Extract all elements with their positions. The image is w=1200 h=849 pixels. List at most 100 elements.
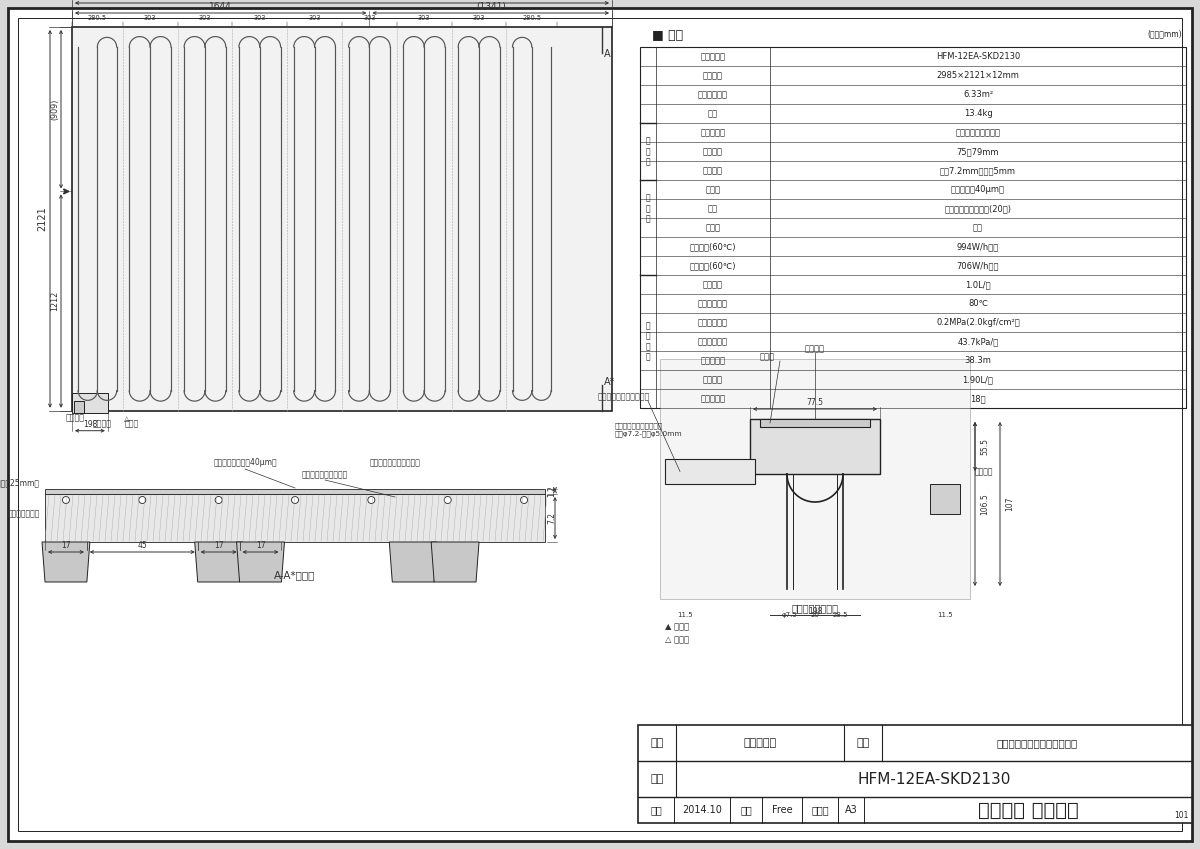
Text: 43.7kPa/枚: 43.7kPa/枚: [958, 337, 998, 346]
Text: 1.0L/分: 1.0L/分: [965, 280, 991, 289]
Text: 外形寸法: 外形寸法: [703, 71, 722, 80]
Bar: [665, 459, 755, 484]
Text: 小小根太: 小小根太: [92, 419, 112, 429]
Text: 77.5: 77.5: [806, 398, 823, 407]
Text: HFM-12EA-SKD2130: HFM-12EA-SKD2130: [857, 772, 1010, 786]
Text: ヘッダー: ヘッダー: [805, 344, 826, 353]
Text: 暖房能力(60℃): 暖房能力(60℃): [690, 261, 737, 270]
Text: 11.5: 11.5: [937, 612, 953, 618]
Text: フォームポリスチレン: フォームポリスチレン: [302, 470, 348, 479]
Text: 最高使用圧力: 最高使用圧力: [698, 318, 728, 327]
Text: ＰＴ相当長: ＰＴ相当長: [701, 356, 726, 365]
Text: バンド: バンド: [760, 352, 775, 361]
Bar: [930, 484, 960, 514]
Text: 106.5: 106.5: [980, 493, 989, 514]
Bar: [46, 489, 545, 494]
Text: 架橋ポリエチレンパイプ
外径φ7.2-内径φ5.0mm: 架橋ポリエチレンパイプ 外径φ7.2-内径φ5.0mm: [616, 423, 683, 437]
Text: 設
計
関
係: 設 計 関 係: [646, 322, 650, 362]
Bar: [638, 725, 1192, 823]
Text: 架橋ポリエチレンパイプ: 架橋ポリエチレンパイプ: [598, 392, 650, 401]
Text: 小小根太: 小小根太: [974, 467, 994, 476]
Bar: [660, 359, 970, 599]
Text: 13.4kg: 13.4kg: [964, 109, 992, 118]
Text: 作成: 作成: [650, 805, 662, 815]
Text: 放
熱
管: 放 熱 管: [646, 137, 650, 166]
Text: 名称: 名称: [650, 738, 664, 748]
Bar: [46, 494, 545, 542]
Text: 有効放熱面積: 有効放熱面積: [698, 90, 728, 99]
Text: 保有水量: 保有水量: [703, 375, 722, 384]
Text: 標準流量抵抗: 標準流量抵抗: [698, 337, 728, 346]
Text: φ7.5: φ7.5: [782, 612, 798, 618]
Text: 11.5: 11.5: [677, 612, 692, 618]
Text: 75～79mm: 75～79mm: [956, 147, 1000, 156]
Text: A: A: [604, 49, 611, 59]
Bar: [74, 401, 84, 413]
Text: ヘッダー: ヘッダー: [66, 413, 85, 423]
Polygon shape: [42, 542, 90, 582]
Text: なし: なし: [973, 223, 983, 232]
Text: ポリスチレン発泡体(20倍): ポリスチレン発泡体(20倍): [944, 204, 1012, 213]
Bar: [72, 393, 108, 413]
Text: 管ピッチ: 管ピッチ: [703, 147, 722, 156]
Text: 28.5: 28.5: [833, 612, 847, 618]
Bar: [750, 419, 880, 474]
Text: 18本: 18本: [970, 394, 986, 403]
Text: 303: 303: [199, 15, 211, 21]
Text: 裏面材: 裏面材: [706, 223, 720, 232]
Text: 17: 17: [256, 541, 265, 550]
Text: 1212: 1212: [50, 291, 60, 312]
Text: 標準流量: 標準流量: [703, 280, 722, 289]
Polygon shape: [389, 542, 437, 582]
Text: 管サイズ: 管サイズ: [703, 166, 722, 175]
Text: 外径7.2mm　内径5mm: 外径7.2mm 内径5mm: [940, 166, 1016, 175]
Text: 小根太（合板）: 小根太（合板）: [7, 509, 40, 519]
Text: 17: 17: [61, 541, 71, 550]
Text: 投入熱量(60℃): 投入熱量(60℃): [690, 242, 737, 251]
Circle shape: [444, 497, 451, 503]
Text: 表面材: 表面材: [706, 185, 720, 194]
Text: 小根太溝数: 小根太溝数: [701, 394, 726, 403]
Text: A*: A*: [604, 377, 616, 386]
Text: アルミ箔（40μm）: アルミ箔（40μm）: [952, 185, 1006, 194]
Text: グリーンライン（25mm）: グリーンライン（25mm）: [0, 479, 40, 487]
Text: 質量: 質量: [708, 109, 718, 118]
Text: △: △: [124, 416, 130, 422]
Text: 101: 101: [1175, 811, 1189, 820]
Circle shape: [215, 497, 222, 503]
Text: 1.2: 1.2: [547, 486, 556, 498]
Text: Free: Free: [772, 805, 792, 815]
Bar: [640, 47, 1186, 408]
Text: 2121: 2121: [37, 206, 48, 231]
Text: ▲ 山折り: ▲ 山折り: [665, 622, 689, 631]
Text: 基材: 基材: [708, 204, 718, 213]
Text: 80℃: 80℃: [968, 299, 988, 308]
Text: 0.2MPa(2.0kgf/cm²）: 0.2MPa(2.0kgf/cm²）: [936, 318, 1020, 327]
Text: 小根太入りハード温水マット: 小根太入りハード温水マット: [996, 738, 1078, 748]
Text: 280.5: 280.5: [522, 15, 541, 21]
Text: 17: 17: [214, 541, 223, 550]
Polygon shape: [236, 542, 284, 582]
Circle shape: [62, 497, 70, 503]
Text: ヘッダー部詳細図: ヘッダー部詳細図: [792, 603, 839, 613]
Text: (909): (909): [50, 98, 60, 120]
Text: 品名: 品名: [857, 738, 870, 748]
Text: 材質・材料: 材質・材料: [701, 128, 726, 137]
Text: 303: 303: [473, 15, 485, 21]
Text: 303: 303: [144, 15, 156, 21]
Text: 55.5: 55.5: [980, 438, 989, 455]
Text: 外形寸法図: 外形寸法図: [744, 738, 776, 748]
Text: (1341): (1341): [475, 2, 505, 11]
Text: 1.90L/枚: 1.90L/枚: [962, 375, 994, 384]
Circle shape: [368, 497, 374, 503]
Text: リンナイ 株式会社: リンナイ 株式会社: [978, 801, 1079, 819]
Text: 198: 198: [83, 419, 97, 429]
Text: 45: 45: [138, 541, 148, 550]
Text: 最高使用温度: 最高使用温度: [698, 299, 728, 308]
Text: 20: 20: [810, 612, 820, 618]
Text: 994W/h・枚: 994W/h・枚: [956, 242, 1000, 251]
Text: A3: A3: [845, 805, 857, 815]
Text: マ
ッ
ト: マ ッ ト: [646, 194, 650, 223]
Text: ■ 仕様: ■ 仕様: [652, 29, 683, 42]
Bar: [72, 27, 612, 411]
